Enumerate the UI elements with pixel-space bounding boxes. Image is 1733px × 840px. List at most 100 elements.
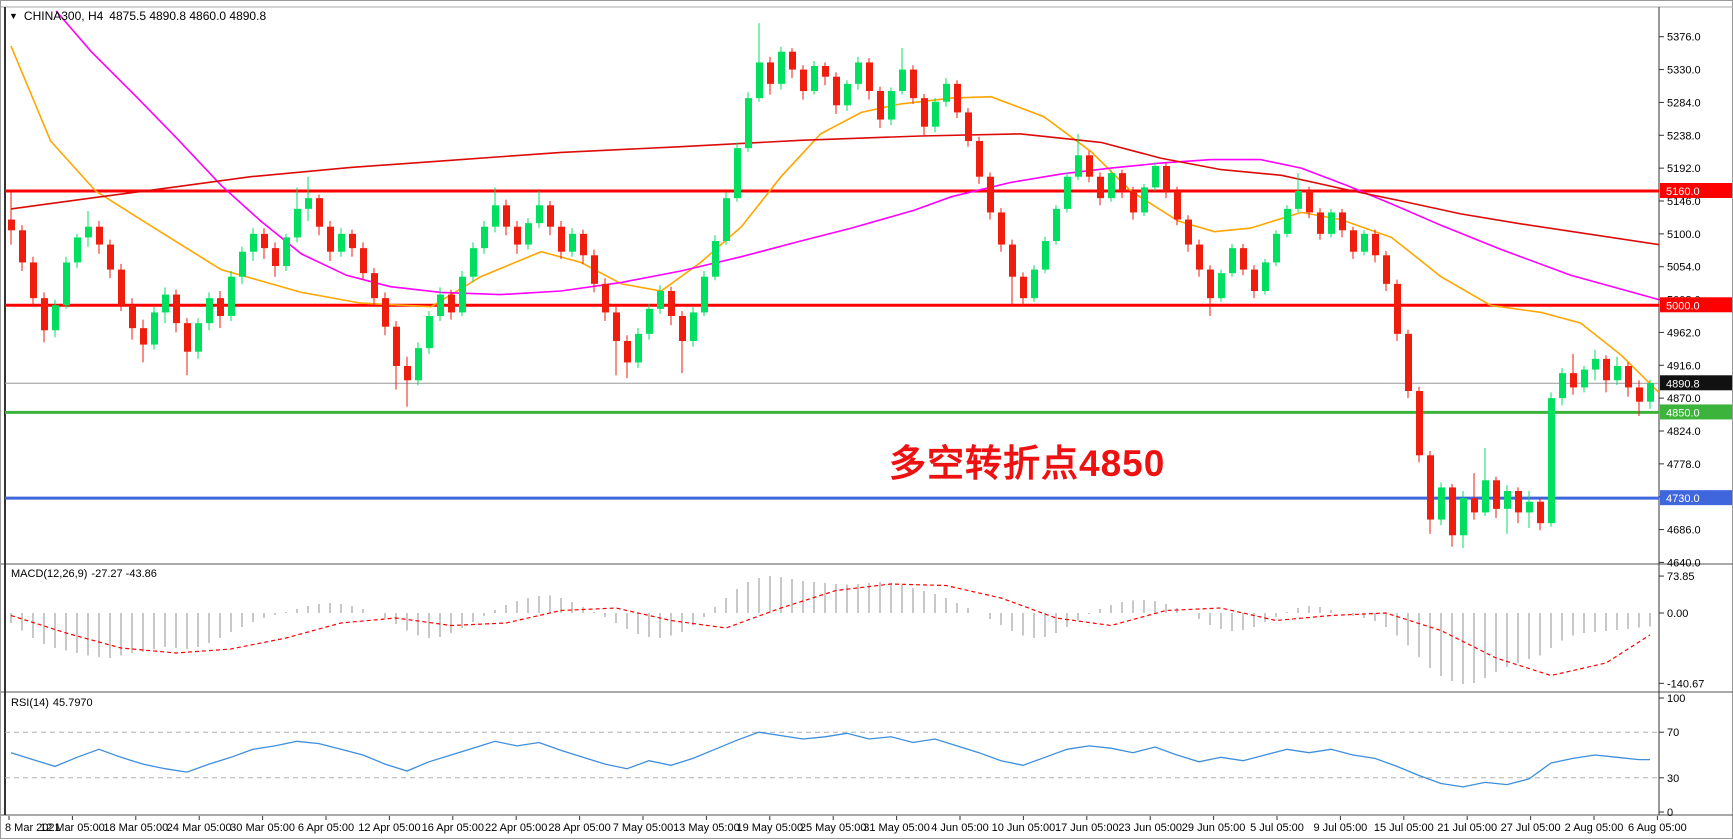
rsi-tick-label: 100 [1667, 693, 1685, 705]
time-label: 31 May 05:00 [863, 822, 930, 834]
price-tick-label: 5284.0 [1667, 97, 1701, 109]
candle [250, 233, 257, 252]
candle [1306, 191, 1313, 213]
candle [1174, 191, 1181, 220]
candle [1064, 176, 1071, 209]
candle [789, 51, 796, 70]
candle [426, 316, 433, 349]
candle [613, 312, 620, 341]
rsi-tick-label: 70 [1667, 727, 1679, 739]
candle [272, 248, 279, 266]
candle [1042, 241, 1049, 270]
candle [1075, 155, 1082, 177]
price-badge-label: 5000.0 [1666, 300, 1700, 312]
candle [943, 83, 950, 102]
time-label: 24 Mar 05:00 [167, 822, 232, 834]
price-tick-label: 5192.0 [1667, 163, 1701, 175]
price-badge-5160.0 [1660, 183, 1732, 198]
candle [1526, 501, 1533, 513]
candle [19, 230, 26, 263]
candle [624, 341, 631, 363]
rsi-indicator-name: RSI(14) [11, 697, 49, 709]
price-tick-label: 4870.0 [1667, 393, 1701, 405]
candle [1548, 398, 1555, 524]
candle [998, 212, 1005, 245]
chart-ohlc-values: 4875.5 4890.8 4860.0 4890.8 [109, 9, 267, 23]
candle [954, 83, 961, 113]
candle [459, 276, 466, 313]
time-label: 10 Jun 05:00 [992, 822, 1056, 834]
candle [1647, 383, 1654, 402]
candle [1482, 480, 1489, 513]
candle [712, 241, 719, 277]
candle [1614, 366, 1621, 381]
candle [415, 348, 422, 381]
price-tick-label: 4824.0 [1667, 426, 1701, 438]
candle [1097, 176, 1104, 199]
candle [1449, 487, 1456, 536]
time-label: 9 Jul 05:00 [1313, 822, 1367, 834]
candle [1229, 248, 1236, 274]
macd-indicator-name: MACD(12,26,9) [11, 568, 88, 580]
candle [1009, 244, 1016, 277]
candle [8, 219, 15, 231]
candle [525, 223, 532, 245]
candle [723, 198, 730, 241]
price-badge-5000.0 [1660, 297, 1732, 313]
candle [888, 91, 895, 120]
candle [1460, 498, 1467, 536]
candle [1086, 155, 1093, 177]
candle [184, 323, 191, 352]
candle [261, 233, 268, 249]
candle [327, 226, 334, 252]
candle [1020, 276, 1027, 299]
candle [1141, 187, 1148, 213]
price-tick-label: 5238.0 [1667, 130, 1701, 142]
candle [1031, 269, 1038, 299]
candle [228, 276, 235, 316]
candle [866, 62, 873, 91]
candle [921, 98, 928, 127]
time-label: 21 Jul 05:00 [1437, 822, 1497, 834]
candle [360, 248, 367, 274]
candle [1251, 269, 1258, 291]
time-label: 8 Mar 2021 [5, 822, 61, 834]
candle [162, 294, 169, 313]
time-label: 6 Apr 05:00 [298, 822, 354, 834]
macd-indicator-values: -27.27 -43.86 [91, 568, 157, 580]
rsi-tick-label: 0 [1667, 807, 1673, 819]
time-label: 25 May 05:00 [800, 822, 867, 834]
candle [503, 205, 510, 227]
candle [1185, 219, 1192, 245]
candle [1592, 358, 1599, 370]
ma-red-line [10, 133, 1659, 246]
candle [701, 276, 708, 313]
candle [338, 233, 345, 252]
chart-title-bar: ▼ CHINA300, H4 4875.5 4890.8 4860.0 4890… [9, 9, 266, 23]
rsi-indicator-value: 45.7970 [52, 697, 93, 709]
candle [96, 226, 103, 245]
candle [965, 112, 972, 141]
time-label: 23 Jun 05:00 [1118, 822, 1182, 834]
candle [910, 69, 917, 99]
candle [294, 208, 301, 238]
candle [1625, 366, 1632, 388]
time-label: 22 Apr 05:00 [485, 822, 547, 834]
chart-dropdown-icon[interactable]: ▼ [9, 11, 18, 21]
candle [1603, 358, 1610, 381]
candle [987, 176, 994, 213]
time-label: 15 Jul 05:00 [1374, 822, 1434, 834]
candle [1559, 373, 1566, 399]
candle [877, 91, 884, 120]
candle [1493, 480, 1500, 509]
candle [558, 226, 565, 252]
candle [734, 148, 741, 199]
candle [1570, 373, 1577, 388]
candle [1438, 487, 1445, 520]
candle [74, 237, 81, 263]
price-badge-4850.0 [1660, 404, 1732, 420]
price-tick-label: 5100.0 [1667, 229, 1701, 241]
candle [756, 62, 763, 99]
candle [173, 294, 180, 324]
